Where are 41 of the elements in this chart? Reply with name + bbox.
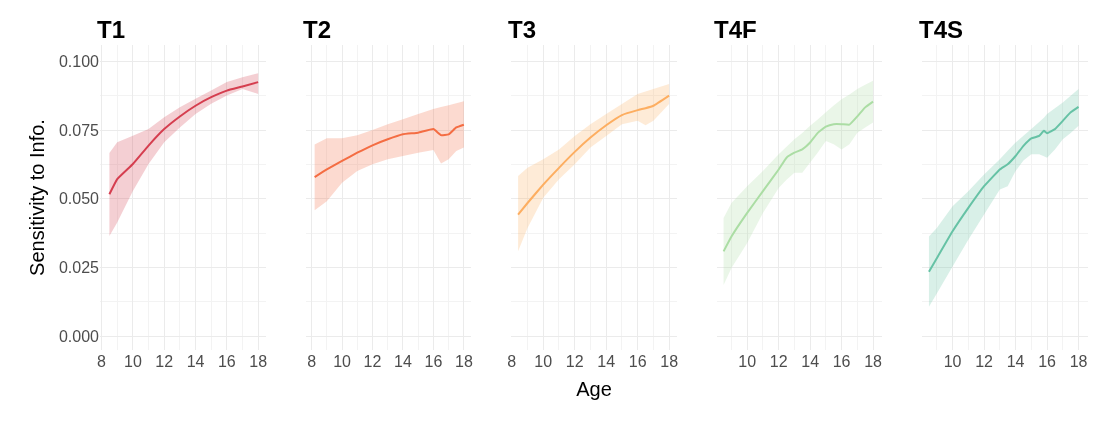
x-tick-label: 18 xyxy=(1069,353,1088,370)
x-tick-label: 12 xyxy=(975,353,994,370)
x-tick-label: 8 xyxy=(507,353,517,370)
x-tick-label: 12 xyxy=(363,353,382,370)
x-tick-label: 16 xyxy=(217,353,236,370)
x-tick-label: 14 xyxy=(1006,353,1025,370)
y-axis-title: Sensitivity to Info. xyxy=(26,119,49,276)
x-tick-label: 8 xyxy=(307,353,317,370)
x-tick-label: 18 xyxy=(660,353,679,370)
line-series xyxy=(108,81,260,196)
chart-title: T2 xyxy=(303,16,332,43)
x-tick-label: 12 xyxy=(769,353,788,370)
y-tick-label: 0.075 xyxy=(58,121,100,139)
y-tick-label: 0.100 xyxy=(58,53,100,71)
x-tick-label: 16 xyxy=(628,353,647,370)
chart-title: T4S xyxy=(919,16,964,43)
y-tick-label: 0.050 xyxy=(58,190,100,208)
chart-title: T4F xyxy=(714,16,757,43)
x-tick-label: 16 xyxy=(424,353,443,370)
x-tick-label: 12 xyxy=(155,353,174,370)
x-tick-label: 14 xyxy=(394,353,412,370)
x-tick-label: 12 xyxy=(565,353,584,370)
x-tick-label: 18 xyxy=(864,353,883,370)
chart-title: T1 xyxy=(97,16,126,43)
x-tick-label: 18 xyxy=(249,353,268,370)
y-tick-label: 0.000 xyxy=(58,327,100,345)
x-tick-label: 18 xyxy=(454,353,473,370)
x-tick-label: 14 xyxy=(186,353,205,370)
x-tick-label: 16 xyxy=(832,353,851,370)
x-axis-title: Age xyxy=(576,377,612,400)
x-tick-label: 14 xyxy=(597,353,616,370)
x-tick-label: 16 xyxy=(1038,353,1057,370)
y-tick-label: 0.025 xyxy=(58,259,100,277)
x-tick-label: 10 xyxy=(123,353,142,370)
x-tick-label: 10 xyxy=(943,353,962,370)
x-tick-label: 10 xyxy=(534,353,553,370)
x-tick-label: 8 xyxy=(97,353,107,370)
chart-title: T3 xyxy=(508,16,537,43)
x-tick-label: 10 xyxy=(333,353,352,370)
x-tick-label: 10 xyxy=(738,353,757,370)
x-tick-label: 14 xyxy=(801,353,820,370)
